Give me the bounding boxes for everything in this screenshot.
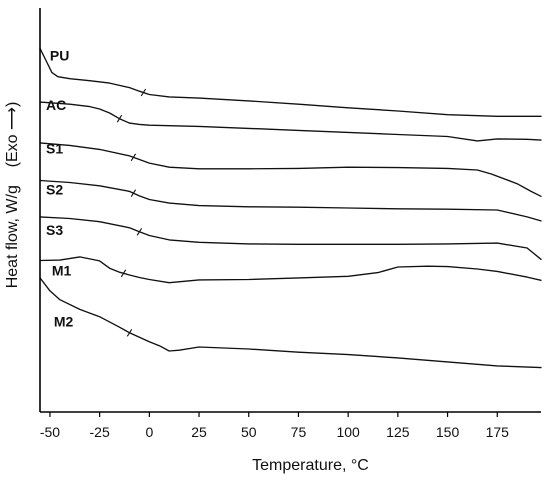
x-axis-title: Temperature, °C bbox=[252, 457, 369, 474]
tg-marker-m2 bbox=[126, 329, 133, 337]
series-line-ac bbox=[39, 101, 542, 142]
x-tick-label: -25 bbox=[90, 424, 110, 440]
tg-marker-pu bbox=[140, 88, 147, 97]
series-label-m2: M2 bbox=[54, 313, 74, 329]
series-label-ac: AC bbox=[46, 97, 66, 113]
y-axis-title-arrow: ⟶) bbox=[4, 102, 21, 130]
x-tick-label: -50 bbox=[40, 424, 60, 440]
series-line-m1 bbox=[39, 256, 542, 284]
x-tick-label: 175 bbox=[486, 424, 510, 440]
tg-marker-ac bbox=[116, 114, 123, 123]
x-tick-label: 100 bbox=[336, 424, 360, 440]
x-tick-label: 25 bbox=[191, 424, 207, 440]
plot-area: PU AC S1 S2 S3 M1 M2 bbox=[39, 47, 542, 369]
series-label-s3: S3 bbox=[46, 222, 63, 238]
x-tick-label: 50 bbox=[241, 424, 257, 440]
tg-marker-layer bbox=[116, 88, 147, 337]
series-labels-layer: PU AC S1 S2 S3 M1 M2 bbox=[46, 48, 74, 330]
tg-marker-s1 bbox=[130, 153, 137, 162]
series-line-s2 bbox=[39, 179, 542, 222]
y-axis-title: Heat flow, W/g (Exo ⟶) bbox=[4, 102, 21, 289]
series-label-m1: M1 bbox=[52, 262, 72, 278]
tg-marker-s3 bbox=[136, 228, 143, 236]
y-axis: Heat flow, W/g (Exo ⟶) bbox=[4, 8, 41, 412]
x-tick-label: 150 bbox=[436, 424, 460, 440]
tg-marker-s2 bbox=[130, 189, 137, 197]
x-tick-label: 125 bbox=[386, 424, 410, 440]
series-line-s1 bbox=[39, 142, 542, 197]
y-axis-title-note: (Exo bbox=[4, 134, 21, 167]
x-ticks bbox=[49, 412, 498, 417]
x-tick-label: 0 bbox=[145, 424, 153, 440]
series-layer bbox=[39, 47, 542, 369]
series-line-s3 bbox=[39, 216, 542, 260]
y-axis-title-spacer bbox=[4, 172, 21, 181]
series-line-m2 bbox=[39, 277, 542, 369]
series-label-pu: PU bbox=[50, 48, 69, 64]
x-axis: -50 -25 0 25 50 75 100 125 150 175 Temperature, °… bbox=[40, 411, 541, 474]
y-axis-title-main: Heat flow, W/g bbox=[4, 185, 21, 288]
x-tick-label: 75 bbox=[291, 424, 307, 440]
x-tick-labels: -50 -25 0 25 50 75 100 125 150 175 bbox=[40, 424, 509, 440]
series-line-pu bbox=[39, 47, 542, 117]
series-label-s2: S2 bbox=[46, 182, 63, 198]
tg-marker-m1 bbox=[120, 269, 127, 278]
series-label-s1: S1 bbox=[46, 140, 63, 156]
